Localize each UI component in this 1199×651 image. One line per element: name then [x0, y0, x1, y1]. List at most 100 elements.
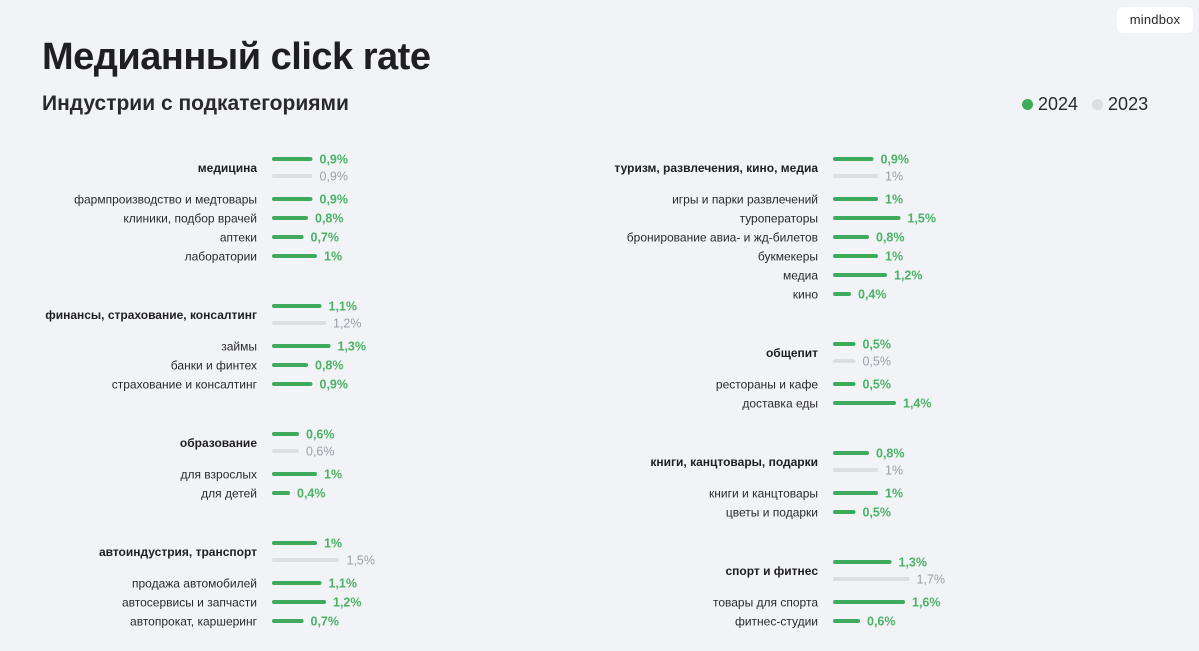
value-label-2023: 1% — [885, 170, 903, 184]
subcategory-bar — [272, 382, 313, 386]
bar-2023 — [833, 359, 856, 363]
subcategory-bar — [833, 273, 887, 277]
bar-2024 — [833, 157, 874, 161]
legend-item-2024: 2024 — [1022, 94, 1078, 115]
subcategory-label: игры и парки развлечений — [672, 193, 818, 207]
bar-2023 — [272, 174, 313, 178]
subcategory-label: автосервисы и запчасти — [122, 596, 257, 610]
subcategory-label: бронирование авиа- и жд-билетов — [627, 231, 818, 245]
category-label: медицина — [198, 161, 258, 175]
value-label-2024: 1% — [324, 537, 342, 551]
subcategory-label: кино — [793, 288, 819, 302]
bar-2023 — [272, 321, 326, 325]
value-label-2023: 1% — [885, 464, 903, 478]
subcategory-label: лаборатории — [185, 250, 257, 264]
subcategory-bar — [272, 581, 322, 585]
subcategory-value-label: 1,4% — [903, 397, 932, 411]
subcategory-label: страхование и консалтинг — [112, 378, 258, 392]
legend-dot-2024 — [1022, 98, 1033, 110]
bar-2023 — [833, 577, 910, 581]
subcategory-label: продажа автомобилей — [132, 577, 257, 591]
subcategory-value-label: 0,8% — [315, 359, 344, 373]
bar-2024 — [833, 451, 869, 455]
value-label-2023: 0,5% — [863, 355, 892, 369]
value-label-2024: 1,3% — [899, 556, 928, 570]
category-label: образование — [180, 436, 257, 450]
subcategory-label: клиники, подбор врачей — [123, 212, 257, 226]
subcategory-label: фармпроизводство и медтовары — [74, 193, 257, 207]
subcategory-label: для детей — [201, 487, 257, 501]
subcategory-value-label: 0,8% — [876, 231, 905, 245]
bar-2024 — [833, 342, 856, 346]
value-label-2023: 0,6% — [306, 445, 335, 459]
value-label-2024: 0,8% — [876, 447, 905, 461]
subcategory-label: займы — [221, 340, 257, 354]
mindbox-logo: mindbox — [1117, 7, 1193, 33]
bar-2024 — [272, 432, 299, 436]
subcategory-bar — [833, 197, 878, 201]
subcategory-label: туроператоры — [740, 212, 818, 226]
page-title: Медианный click rate — [42, 36, 431, 78]
subcategory-value-label: 1,3% — [338, 340, 367, 354]
subcategory-bar — [833, 600, 905, 604]
subcategory-label: рестораны и кафе — [716, 378, 818, 392]
subcategory-bar — [833, 619, 860, 623]
subcategory-label: автопрокат, каршеринг — [130, 615, 258, 629]
subcategory-label: цветы и подарки — [726, 506, 818, 520]
subcategory-bar — [272, 363, 308, 367]
value-label-2023: 1,7% — [917, 573, 946, 587]
subcategory-bar — [833, 510, 856, 514]
category-label: финансы, страхование, консалтинг — [45, 308, 257, 322]
subcategory-value-label: 1% — [885, 193, 903, 207]
subcategory-value-label: 0,9% — [320, 193, 349, 207]
legend-label-2023: 2023 — [1108, 93, 1149, 114]
value-label-2024: 1,1% — [329, 300, 358, 314]
category-label: спорт и фитнес — [725, 564, 818, 578]
bar-2024 — [272, 157, 313, 161]
subcategory-bar — [833, 382, 856, 386]
category-label: общепит — [766, 346, 818, 360]
value-label-2023: 1,5% — [347, 554, 376, 568]
subcategory-value-label: 0,8% — [315, 212, 344, 226]
subcategory-bar — [833, 254, 878, 258]
subcategory-bar — [833, 292, 851, 296]
subcategory-value-label: 0,7% — [311, 615, 340, 629]
subcategory-label: аптеки — [220, 231, 257, 245]
subcategory-bar — [272, 197, 313, 201]
subcategory-label: для взрослых — [180, 468, 257, 482]
subcategory-label: книги и канцтовары — [709, 487, 818, 501]
subcategory-value-label: 0,7% — [311, 231, 340, 245]
legend-dot-2023 — [1092, 98, 1104, 110]
subcategory-value-label: 0,4% — [297, 487, 326, 501]
subcategory-bar — [272, 491, 290, 495]
subcategory-value-label: 0,5% — [863, 506, 892, 520]
legend: 2024 2023 — [1022, 94, 1148, 114]
subcategory-value-label: 1,1% — [329, 577, 358, 591]
subcategory-value-label: 1% — [885, 487, 903, 501]
bar-2024 — [272, 541, 317, 545]
value-label-2024: 0,5% — [863, 338, 892, 352]
subcategory-bar — [833, 491, 878, 495]
category-label: туризм, развлечения, кино, медиа — [614, 161, 818, 175]
subcategory-bar — [833, 401, 896, 405]
value-label-2024: 0,9% — [320, 153, 349, 167]
subcategory-bar — [833, 235, 869, 239]
bar-2023 — [272, 558, 340, 562]
subcategory-bar — [272, 619, 304, 623]
bar-2023 — [833, 468, 878, 472]
subcategory-value-label: 1,2% — [894, 269, 923, 283]
value-label-2023: 1,2% — [333, 317, 362, 331]
subcategory-bar — [272, 600, 326, 604]
value-label-2024: 0,9% — [881, 153, 910, 167]
subcategory-value-label: 1% — [324, 250, 342, 264]
bar-2024 — [272, 304, 322, 308]
subcategory-bar — [272, 216, 308, 220]
subcategory-label: медиа — [783, 269, 818, 283]
bar-2024 — [833, 560, 892, 564]
subcategory-bar — [272, 235, 304, 239]
bar-2023 — [833, 174, 878, 178]
value-label-2024: 0,6% — [306, 428, 335, 442]
subcategory-bar — [272, 254, 317, 258]
bar-2023 — [272, 449, 299, 453]
